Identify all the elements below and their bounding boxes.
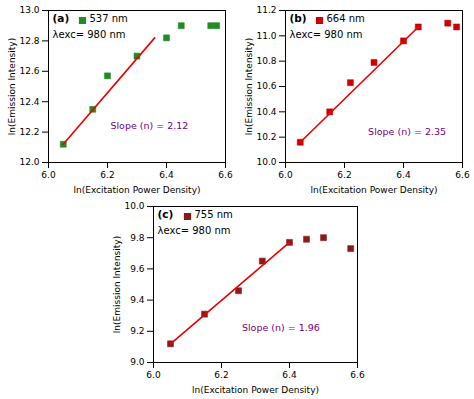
svg-text:10.0: 10.0 (256, 157, 276, 167)
svg-text:ln(Emission Intensity): ln(Emission Intensity) (244, 38, 254, 135)
svg-text:ln(Excitation Power Density): ln(Excitation Power Density) (74, 185, 201, 195)
svg-text:(c): (c) (158, 208, 174, 220)
svg-text:10.6: 10.6 (256, 81, 276, 91)
svg-text:6.2: 6.2 (214, 370, 228, 380)
svg-text:ln(Excitation Power Density): ln(Excitation Power Density) (192, 385, 319, 395)
svg-text:9.4: 9.4 (130, 295, 145, 305)
svg-text:6.4: 6.4 (396, 170, 411, 180)
svg-text:9.8: 9.8 (130, 233, 145, 243)
svg-text:6.0: 6.0 (146, 370, 161, 380)
svg-text:λexc= 980 nm: λexc= 980 nm (158, 225, 231, 236)
svg-text:(a): (a) (53, 12, 70, 24)
svg-text:Slope (n) = 1.96: Slope (n) = 1.96 (242, 322, 320, 333)
svg-text:13.0: 13.0 (19, 5, 39, 15)
svg-text:10.0: 10.0 (124, 201, 144, 211)
svg-text:6.2: 6.2 (100, 170, 114, 180)
svg-text:12.4: 12.4 (19, 97, 39, 107)
svg-text:6.6: 6.6 (455, 170, 470, 180)
svg-text:12.8: 12.8 (19, 36, 39, 46)
svg-text:6.4: 6.4 (159, 170, 174, 180)
svg-text:Slope (n) = 2.12: Slope (n) = 2.12 (110, 120, 188, 131)
svg-text:9.2: 9.2 (130, 326, 144, 336)
svg-text:6.2: 6.2 (337, 170, 351, 180)
svg-text:(b): (b) (290, 12, 307, 24)
svg-text:ln(Emission Intensity): ln(Emission Intensity) (112, 236, 122, 333)
svg-text:6.6: 6.6 (350, 370, 365, 380)
svg-text:10.4: 10.4 (256, 107, 276, 117)
svg-text:ln(Emission Intensity): ln(Emission Intensity) (7, 38, 17, 135)
svg-text:ln(Excitation Power Density): ln(Excitation Power Density) (311, 185, 438, 195)
svg-text:6.0: 6.0 (278, 170, 293, 180)
svg-text:9.6: 9.6 (130, 264, 145, 274)
svg-text:6.6: 6.6 (218, 170, 233, 180)
svg-text:664 nm: 664 nm (327, 13, 365, 24)
svg-text:λexc= 980 nm: λexc= 980 nm (53, 29, 126, 40)
svg-text:12.2: 12.2 (19, 127, 39, 137)
svg-text:755 nm: 755 nm (195, 209, 233, 220)
svg-text:10.2: 10.2 (256, 132, 276, 142)
svg-text:6.4: 6.4 (282, 370, 297, 380)
svg-text:Slope (n) = 2.35: Slope (n) = 2.35 (368, 126, 446, 137)
svg-text:12.6: 12.6 (19, 66, 39, 76)
svg-text:9.0: 9.0 (130, 357, 145, 367)
svg-text:12.0: 12.0 (19, 157, 39, 167)
svg-text:537 nm: 537 nm (90, 13, 128, 24)
svg-text:λexc= 980 nm: λexc= 980 nm (290, 29, 363, 40)
svg-text:11.0: 11.0 (256, 31, 276, 41)
svg-text:6.0: 6.0 (41, 170, 56, 180)
svg-text:11.2: 11.2 (256, 5, 276, 15)
svg-text:10.8: 10.8 (256, 56, 276, 66)
